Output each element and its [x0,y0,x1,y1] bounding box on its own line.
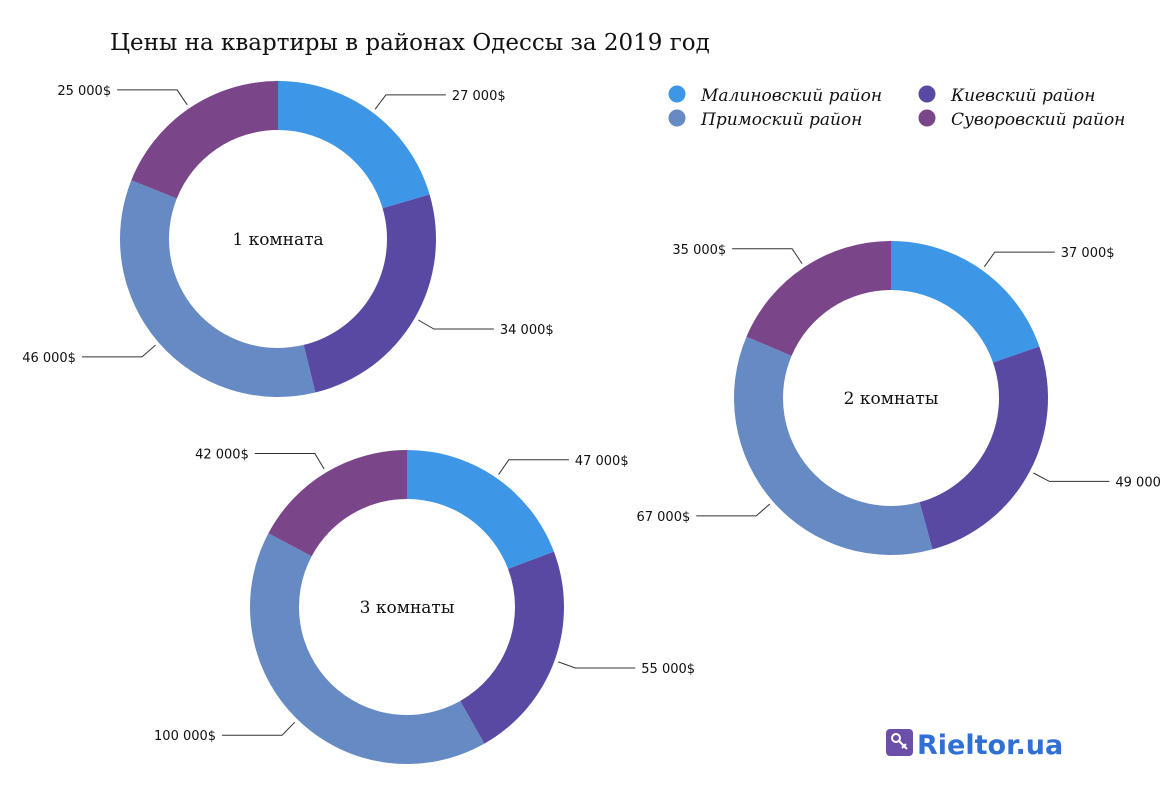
legend-label-suvorovsky: Суворовский район [951,110,1125,130]
leader-line-malinovsky-2 [983,251,1055,268]
legend-label-malinovsky: Малиновский район [700,86,882,106]
value-label-kievsky-3: 55 000$ [641,662,695,677]
legend-item-kievsky: Киевский район [918,85,1095,106]
legend-item-suvorovsky: Суворовский район [918,109,1125,130]
leader-line-suvorovsky-1 [117,89,188,106]
logo-text: Rieltor.ua [917,730,1063,761]
legend-label-primorsky: Примоский район [700,110,862,130]
segment-kievsky-3 [460,551,564,744]
donut-charts: 27 000$ 34 000$ 46 000$ 25 000$ 1 комната 37 … [22,81,1160,765]
key-badge-icon [886,729,913,756]
segment-kievsky-2 [919,346,1048,550]
leader-line-suvorovsky-2 [732,248,803,265]
segment-primorsky-1 [119,180,316,397]
legend-marker-malinovsky [668,85,686,103]
value-label-malinovsky-2: 37 000$ [1061,246,1115,261]
legend-item-malinovsky: Малиновский район [668,85,882,106]
center-label-2: 2 комнаты [844,389,939,409]
chart-title: Цены на квартиры в районах Одессы за 201… [110,30,710,56]
segment-malinovsky-1 [278,81,430,209]
legend: Малиновский район Киевский район Примоск… [668,85,1125,130]
segment-suvorovsky-1 [131,81,278,199]
value-label-suvorovsky-1: 25 000$ [57,84,111,99]
rieltor-logo: Rieltor.ua [886,729,1063,761]
legend-item-primorsky: Примоский район [668,109,862,130]
legend-marker-kievsky [918,85,936,103]
donut-chart-2: 37 000$ 49 000$ 67 000$ 35 000$ 2 комнаты [636,241,1160,555]
value-label-suvorovsky-3: 42 000$ [195,448,249,463]
value-label-malinovsky-3: 47 000$ [575,454,629,469]
value-label-kievsky-1: 34 000$ [500,323,554,338]
value-label-malinovsky-1: 27 000$ [452,89,506,104]
leader-line-malinovsky-1 [374,94,446,110]
center-label-1: 1 комната [232,230,323,250]
legend-marker-suvorovsky [918,109,936,127]
center-label-3: 3 комнаты [360,598,455,618]
segment-suvorovsky-2 [746,241,891,356]
leader-line-kievsky-3 [558,661,636,669]
segment-primorsky-3 [249,533,485,765]
leader-line-primorsky-1 [81,344,156,358]
leader-line-primorsky-3 [222,721,295,736]
donut-chart-3: 47 000$ 55 000$ 100 000$ 42 000$ 3 комнаты [154,448,695,765]
value-label-primorsky-2: 67 000$ [636,510,690,525]
segment-malinovsky-2 [891,241,1040,363]
leader-line-suvorovsky-3 [254,453,325,470]
leader-line-malinovsky-3 [498,459,569,475]
leader-line-kievsky-1 [418,319,494,330]
segment-malinovsky-3 [407,450,554,569]
value-label-kievsky-2: 49 000$ [1115,475,1160,490]
value-label-primorsky-1: 46 000$ [22,351,76,366]
leader-line-primorsky-2 [696,503,771,517]
legend-marker-primorsky [668,109,686,127]
segment-suvorovsky-3 [268,450,407,557]
legend-label-kievsky: Киевский район [950,86,1095,106]
segment-kievsky-1 [303,194,437,393]
donut-chart-1: 27 000$ 34 000$ 46 000$ 25 000$ 1 комната [22,81,554,397]
leader-line-kievsky-2 [1033,472,1110,482]
segment-primorsky-2 [734,336,933,555]
value-label-primorsky-3: 100 000$ [154,729,216,744]
value-label-suvorovsky-2: 35 000$ [672,243,726,258]
